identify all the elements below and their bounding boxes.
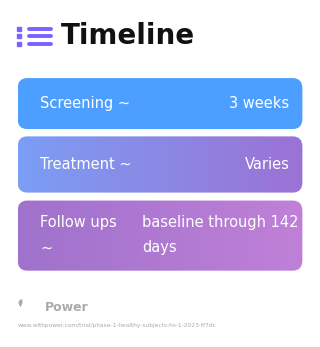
Text: ~: ~ [40,240,52,255]
Text: Follow ups: Follow ups [40,215,117,230]
Text: Treatment ~: Treatment ~ [40,157,132,172]
Text: 3 weeks: 3 weeks [229,96,290,111]
Text: Power: Power [45,301,89,314]
Polygon shape [19,299,22,307]
Text: baseline through 142: baseline through 142 [142,215,299,230]
Text: Varies: Varies [245,157,290,172]
Text: Screening ~: Screening ~ [40,96,130,111]
Text: Timeline: Timeline [61,23,195,50]
Text: days: days [142,240,177,255]
Text: www.withpower.com/trial/phase-1-healthy-subjects-hs-1-2023-ff7dc: www.withpower.com/trial/phase-1-healthy-… [18,323,216,328]
